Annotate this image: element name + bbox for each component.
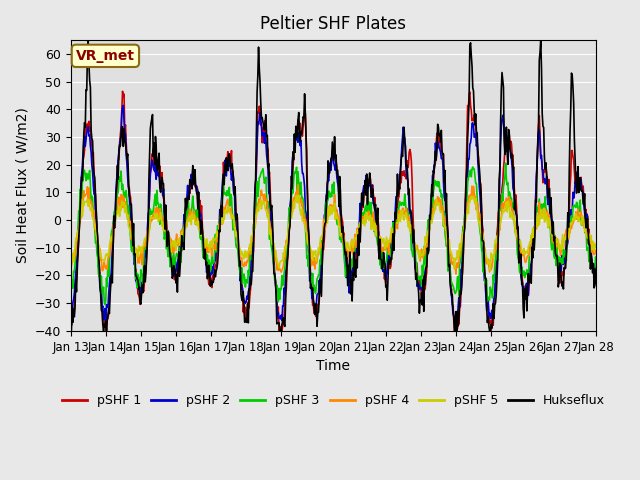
pSHF 4	[131, 250, 138, 255]
pSHF 5	[212, 236, 220, 241]
Line: pSHF 2: pSHF 2	[70, 106, 596, 325]
pSHF 3	[184, 199, 192, 205]
pSHF 1	[119, 88, 127, 94]
pSHF 5	[292, 192, 300, 198]
pSHF 1	[414, 281, 422, 287]
Legend: pSHF 1, pSHF 2, pSHF 3, pSHF 4, pSHF 5, Hukseflux: pSHF 1, pSHF 2, pSHF 3, pSHF 4, pSHF 5, …	[57, 389, 610, 412]
pSHF 3	[502, 160, 509, 166]
Hukseflux	[84, 37, 92, 43]
pSHF 4	[76, 216, 84, 221]
pSHF 3	[593, 258, 600, 264]
pSHF 5	[413, 248, 421, 254]
pSHF 5	[67, 264, 74, 270]
pSHF 2	[414, 277, 422, 283]
pSHF 5	[398, 210, 406, 216]
Hukseflux	[76, 204, 84, 210]
pSHF 1	[185, 183, 193, 189]
pSHF 2	[68, 322, 76, 328]
pSHF 3	[413, 280, 421, 286]
pSHF 5	[593, 245, 600, 251]
Hukseflux	[67, 328, 74, 334]
pSHF 2	[185, 192, 193, 197]
Line: pSHF 3: pSHF 3	[70, 163, 596, 304]
Line: Hukseflux: Hukseflux	[70, 40, 596, 331]
pSHF 2	[67, 313, 74, 319]
pSHF 3	[212, 249, 220, 255]
pSHF 4	[413, 243, 421, 249]
Line: pSHF 1: pSHF 1	[70, 91, 596, 331]
Title: Peltier SHF Plates: Peltier SHF Plates	[260, 15, 406, 33]
pSHF 3	[131, 268, 139, 274]
Line: pSHF 5: pSHF 5	[70, 195, 596, 271]
X-axis label: Time: Time	[317, 359, 351, 373]
pSHF 1	[102, 328, 110, 334]
pSHF 4	[593, 249, 600, 255]
pSHF 5	[184, 216, 191, 222]
pSHF 2	[399, 134, 406, 140]
pSHF 2	[132, 277, 140, 283]
pSHF 1	[593, 278, 600, 284]
Line: pSHF 4: pSHF 4	[70, 184, 596, 274]
pSHF 5	[486, 268, 494, 274]
pSHF 3	[67, 283, 74, 288]
pSHF 2	[77, 180, 84, 186]
pSHF 5	[131, 244, 138, 250]
pSHF 3	[101, 301, 109, 307]
pSHF 4	[452, 271, 460, 277]
pSHF 4	[184, 215, 191, 221]
pSHF 1	[399, 172, 406, 178]
pSHF 1	[213, 249, 221, 254]
Hukseflux	[131, 251, 139, 257]
pSHF 4	[67, 269, 74, 275]
Hukseflux	[398, 151, 406, 156]
pSHF 3	[76, 186, 84, 192]
pSHF 2	[120, 103, 127, 108]
Hukseflux	[212, 268, 220, 274]
Hukseflux	[184, 193, 192, 199]
pSHF 4	[212, 247, 220, 253]
pSHF 4	[294, 181, 302, 187]
pSHF 3	[398, 200, 406, 205]
pSHF 2	[213, 237, 221, 242]
Hukseflux	[593, 283, 600, 289]
Text: VR_met: VR_met	[76, 49, 135, 63]
pSHF 1	[76, 219, 84, 225]
Y-axis label: Soil Heat Flux ( W/m2): Soil Heat Flux ( W/m2)	[15, 108, 29, 264]
pSHF 2	[593, 269, 600, 275]
pSHF 1	[132, 267, 140, 273]
pSHF 5	[76, 216, 84, 222]
pSHF 4	[398, 208, 406, 214]
pSHF 1	[67, 320, 74, 325]
Hukseflux	[413, 280, 421, 286]
